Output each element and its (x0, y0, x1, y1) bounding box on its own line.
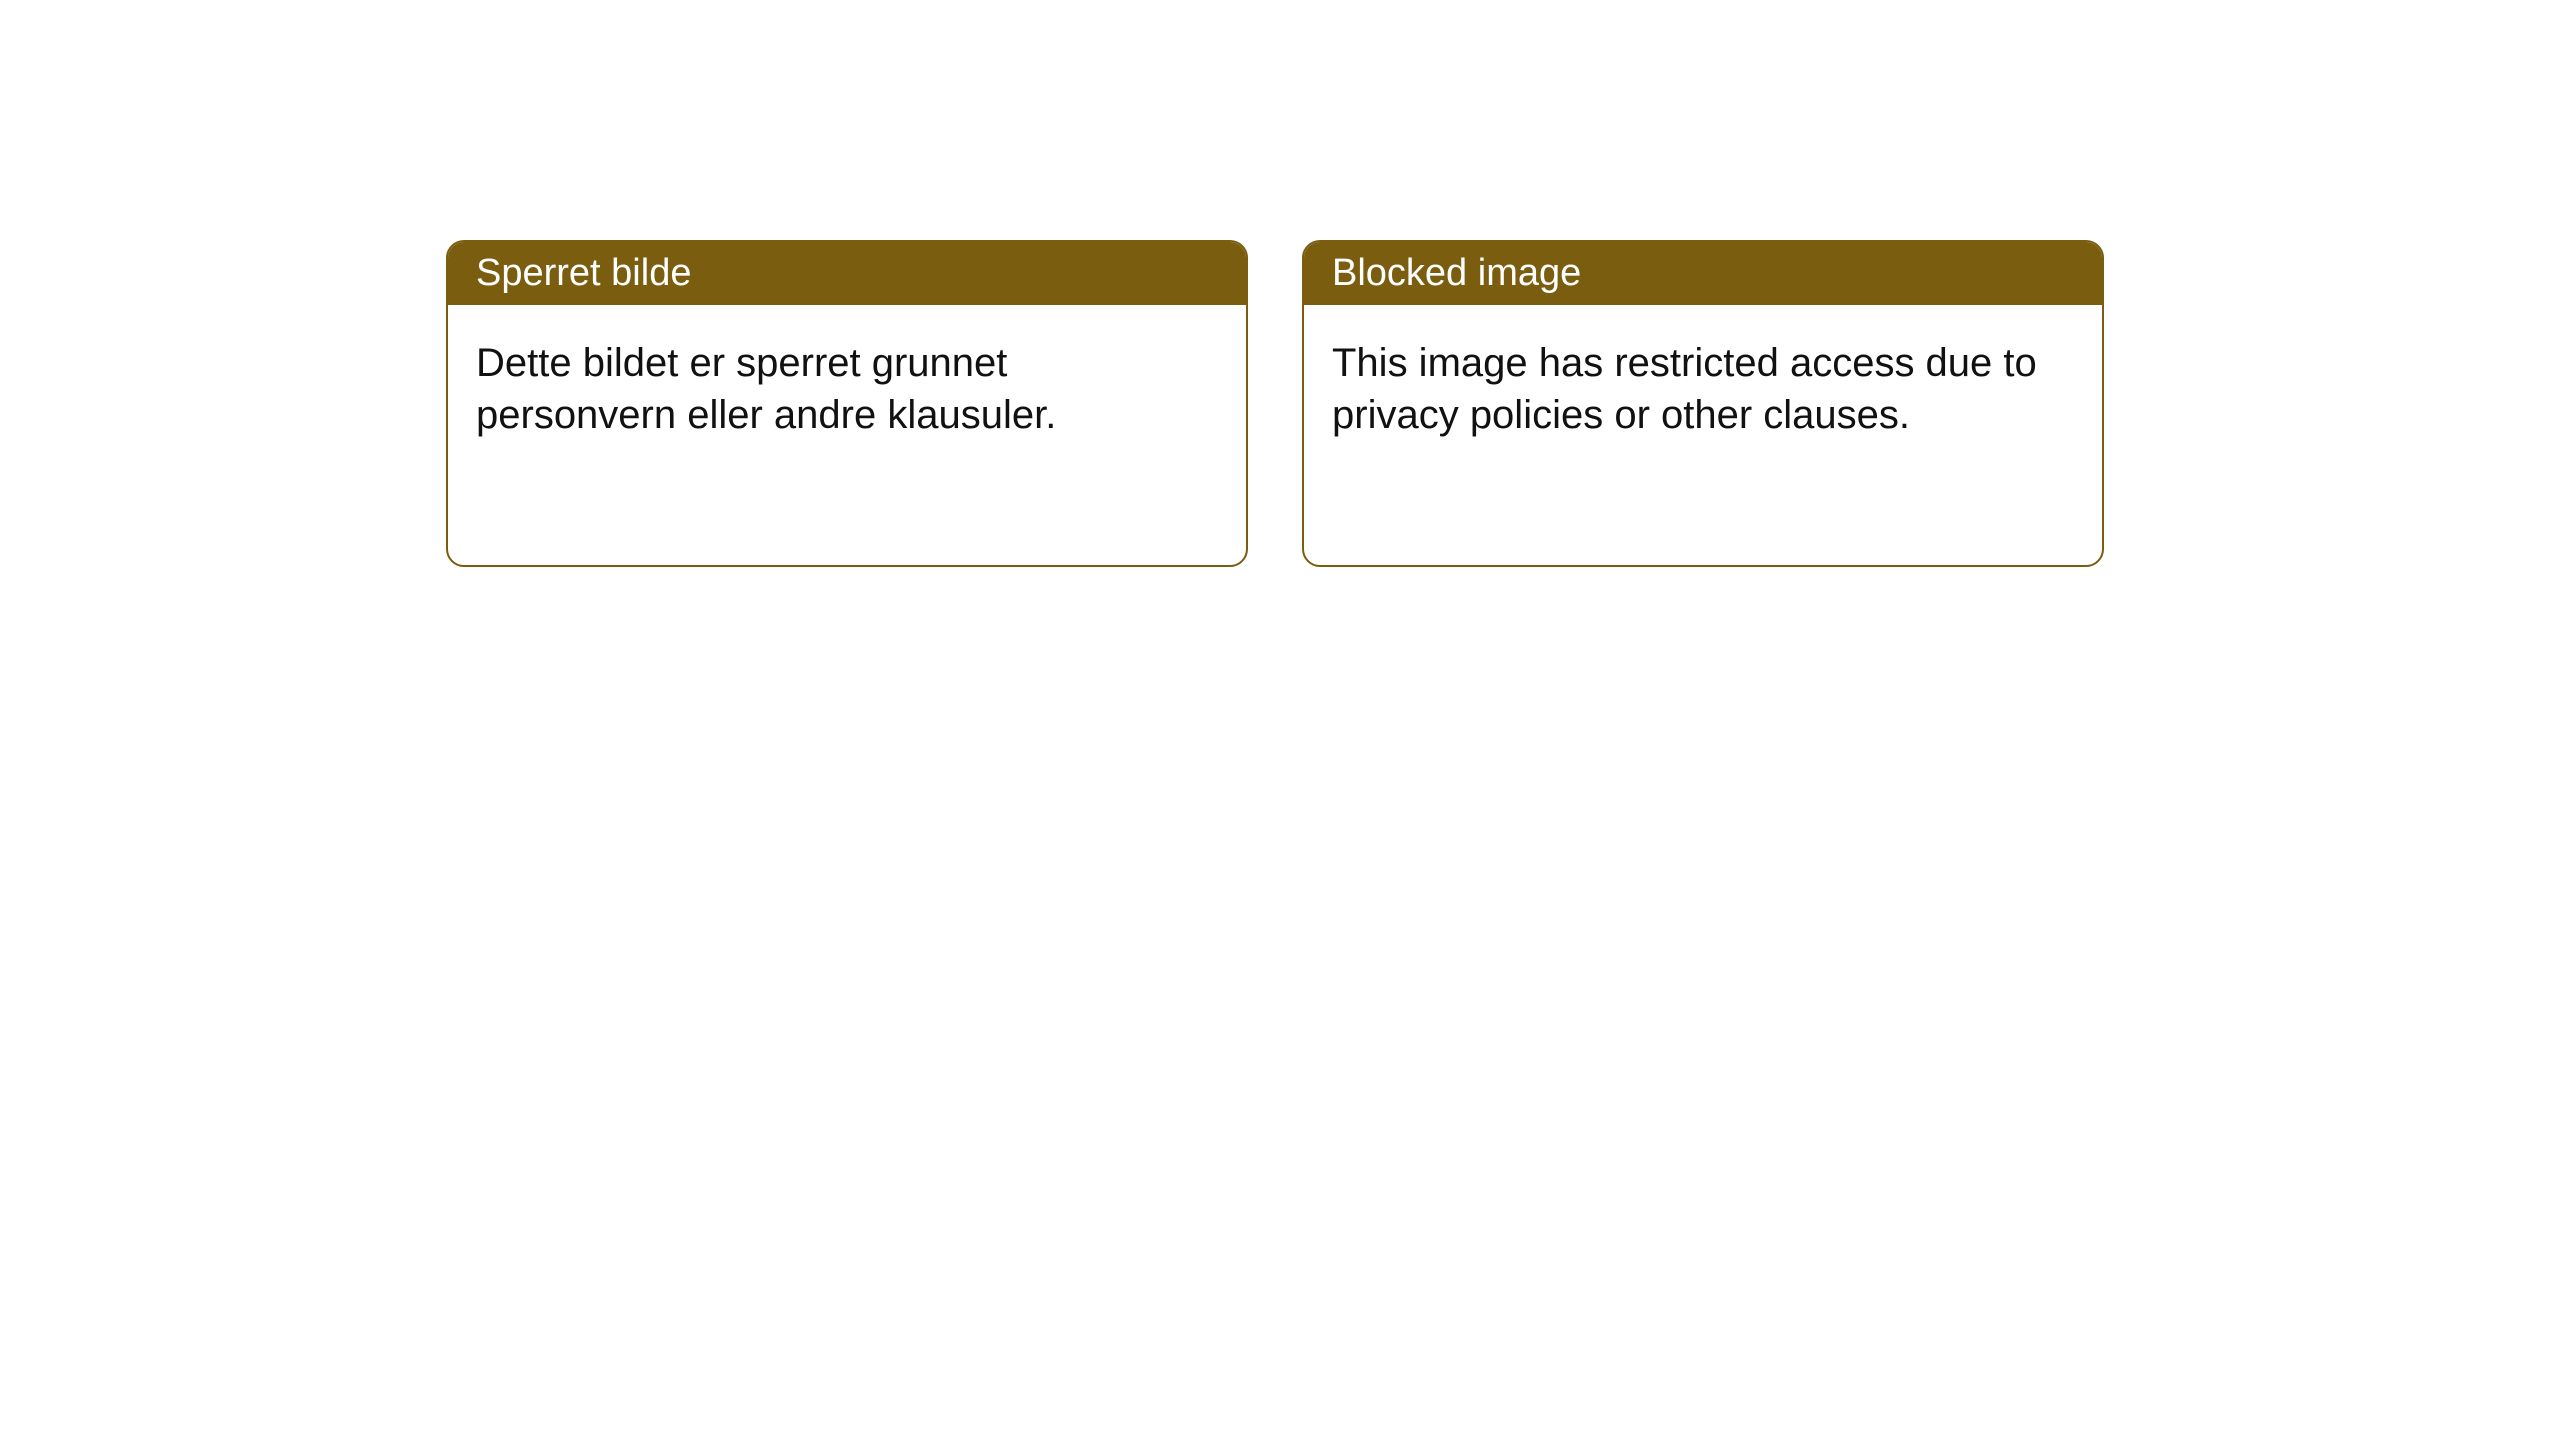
card-body-english: This image has restricted access due to … (1304, 305, 2102, 565)
blocked-image-card-english: Blocked image This image has restricted … (1302, 240, 2104, 567)
card-text-norwegian: Dette bildet er sperret grunnet personve… (476, 341, 1056, 437)
card-title-english: Blocked image (1332, 252, 1581, 294)
card-title-norwegian: Sperret bilde (476, 252, 691, 294)
card-header-english: Blocked image (1304, 242, 2102, 305)
card-body-norwegian: Dette bildet er sperret grunnet personve… (448, 305, 1246, 565)
blocked-image-card-norwegian: Sperret bilde Dette bildet er sperret gr… (446, 240, 1248, 567)
card-header-norwegian: Sperret bilde (448, 242, 1246, 305)
notice-container: Sperret bilde Dette bildet er sperret gr… (446, 240, 2104, 567)
card-text-english: This image has restricted access due to … (1332, 341, 2037, 437)
